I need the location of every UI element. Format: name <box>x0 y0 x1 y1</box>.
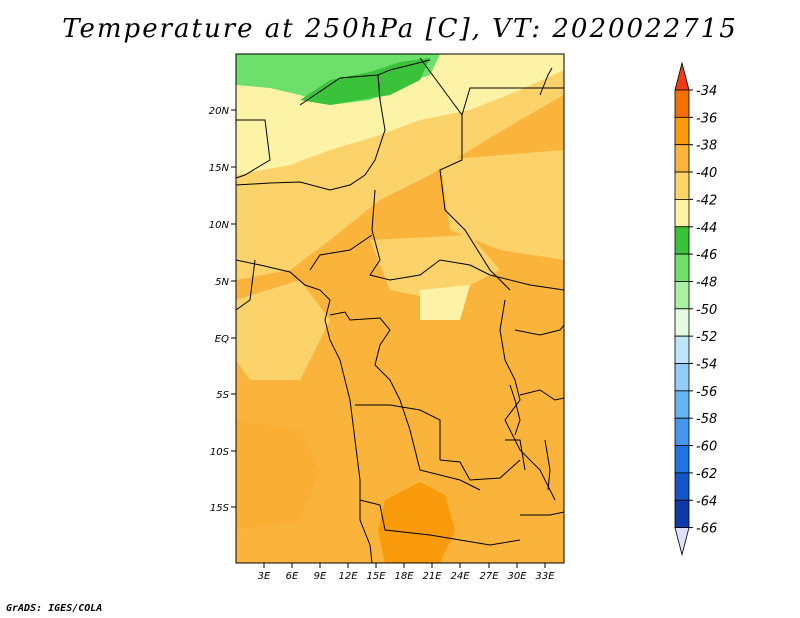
colorbar-label: -42 <box>696 193 717 208</box>
colorbar-label: -56 <box>696 385 717 400</box>
grads-credit: GrADS: IGES/COLA <box>6 603 103 614</box>
border-e5 <box>520 511 564 516</box>
colorbar-bin <box>674 417 690 446</box>
border-e2 <box>514 324 564 336</box>
border-ne <box>461 87 564 116</box>
temperature-field <box>236 54 564 563</box>
colorbar-label: -46 <box>696 248 717 263</box>
colorbar-label: -48 <box>696 275 717 290</box>
colorbar-label: -52 <box>696 330 717 345</box>
lon-label: 33E <box>535 571 555 582</box>
colorbar-label: -62 <box>696 467 717 482</box>
colorbar-bin <box>674 198 690 228</box>
lon-label: 21E <box>422 571 442 582</box>
lon-label: 27E <box>479 571 499 582</box>
border-nw <box>236 119 271 179</box>
field-patch-warm <box>378 482 455 563</box>
colorbar-bin <box>674 144 690 173</box>
border-angola-n <box>355 404 441 460</box>
border-drc-w <box>329 311 481 491</box>
border-zambia <box>439 459 521 481</box>
colorbar-label: -50 <box>696 303 717 318</box>
border-e3 <box>519 389 564 401</box>
border-east <box>499 299 556 501</box>
colorbar-label: -44 <box>696 221 717 236</box>
lon-label: 18E <box>394 571 414 582</box>
colorbar-label: -64 <box>696 494 717 509</box>
colorbar-label: -54 <box>696 358 717 373</box>
lat-label: 15S <box>210 503 230 514</box>
lat-label: 10N <box>209 220 230 231</box>
colorbar-bin <box>674 308 690 337</box>
colorbar-bin <box>674 116 690 146</box>
colorbar-bottom-triangle <box>674 527 690 557</box>
field-patch-d <box>420 285 470 320</box>
border-e4 <box>505 439 526 471</box>
lon-label: 15E <box>366 571 386 582</box>
lat-axis: 20N 15N 10N 5N EQ 5S 10S 15S <box>209 106 236 514</box>
lon-label: 3E <box>258 571 271 582</box>
lat-label: 20N <box>209 106 230 117</box>
colorbar-bin <box>674 89 690 118</box>
chart-title: Temperature at 250hPa [C], VT: 202002271… <box>62 14 738 44</box>
colorbar-label: -38 <box>696 139 717 154</box>
border-n1 <box>236 59 431 191</box>
colorbar-label: -60 <box>696 440 717 455</box>
lat-label: 5N <box>215 277 229 288</box>
field-patch-a <box>440 150 564 260</box>
lake-tanganyika <box>509 384 521 436</box>
border-angola-s <box>359 499 521 546</box>
colorbar-bin <box>674 253 690 282</box>
border-n3 <box>377 74 381 101</box>
border-w2 <box>309 234 373 271</box>
lat-label: 10S <box>210 447 230 458</box>
border-w1 <box>236 259 256 311</box>
lat-label: 15N <box>209 163 230 174</box>
colorbar-bin <box>674 499 690 529</box>
lon-label: 6E <box>286 571 299 582</box>
colorbar-bin <box>674 445 690 474</box>
colorbar-label: -34 <box>696 84 717 99</box>
field-patch-c <box>370 235 500 300</box>
lon-axis: 3E 6E 9E 12E 15E 18E 21E 24E 27E 30E 33E <box>258 563 555 582</box>
border-e1 <box>419 57 511 291</box>
field-patch-b <box>236 280 330 380</box>
lon-label: 24E <box>450 571 470 582</box>
colorbar-label: -40 <box>696 166 717 181</box>
colorbar-bin <box>674 335 690 364</box>
colorbar-top-triangle <box>674 61 690 91</box>
field-green-dark <box>300 58 430 105</box>
colorbar-bin <box>674 281 690 310</box>
lat-label: 5S <box>216 390 229 401</box>
lat-label: EQ <box>215 334 229 345</box>
border-n2 <box>299 74 379 106</box>
borders <box>236 57 564 563</box>
field-patch-e <box>236 420 320 530</box>
colorbar-label: -58 <box>696 412 717 427</box>
colorbar-bin <box>674 390 690 419</box>
lon-label: 30E <box>507 571 527 582</box>
red-sea <box>539 67 553 96</box>
colorbar-bin <box>674 226 690 255</box>
colorbar-bin <box>674 472 690 501</box>
map-frame <box>235 53 565 564</box>
colorbar-label: -36 <box>696 111 717 126</box>
colorbar-bin <box>674 171 690 200</box>
border-car <box>369 189 564 291</box>
colorbar-bin <box>674 363 690 392</box>
lon-label: 9E <box>314 571 327 582</box>
colorbar-label: -66 <box>696 522 717 537</box>
lake-malawi <box>544 439 551 491</box>
colorbar: -34 -36 -38 -40 -42 -44 -46 -48 -50 -52 -54 -56 -58 -… <box>674 61 717 557</box>
lon-label: 12E <box>338 571 358 582</box>
